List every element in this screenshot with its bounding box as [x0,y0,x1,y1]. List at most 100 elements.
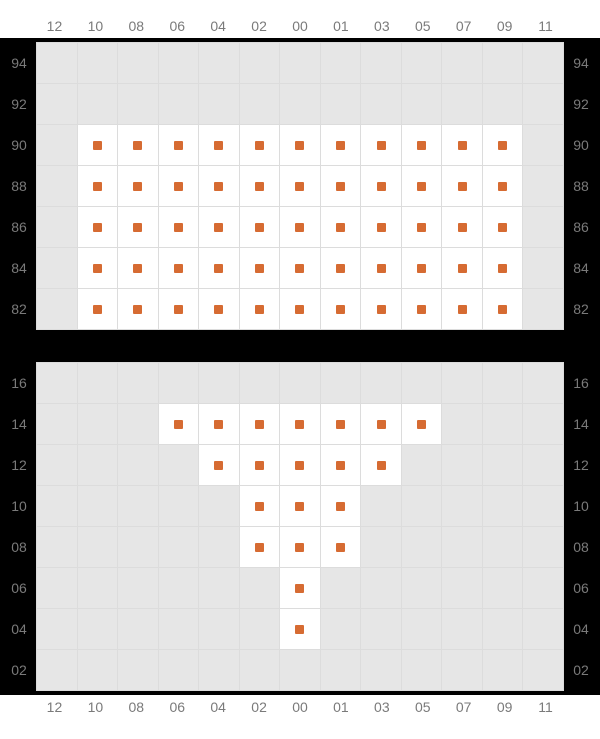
seat[interactable] [442,248,483,289]
seat[interactable] [199,289,240,330]
seat[interactable] [321,527,362,568]
seat[interactable] [240,404,281,445]
seat-marker-icon [214,141,223,150]
seat[interactable] [159,166,200,207]
seat[interactable] [159,207,200,248]
seat-marker-icon [498,264,507,273]
seat[interactable] [199,125,240,166]
seat[interactable] [78,207,119,248]
seat[interactable] [402,207,443,248]
seat[interactable] [78,125,119,166]
seat[interactable] [402,166,443,207]
seat[interactable] [361,248,402,289]
seat[interactable] [118,125,159,166]
seat[interactable] [361,404,402,445]
empty-cell [523,568,564,609]
seat[interactable] [361,289,402,330]
seat[interactable] [402,289,443,330]
seat[interactable] [280,404,321,445]
empty-cell [523,207,564,248]
seat-marker-icon [255,141,264,150]
seat[interactable] [280,609,321,650]
column-label: 12 [34,18,75,34]
seat[interactable] [280,486,321,527]
seat[interactable] [240,289,281,330]
seat[interactable] [159,289,200,330]
seat[interactable] [321,248,362,289]
seat[interactable] [240,166,281,207]
empty-cell [321,84,362,125]
seat[interactable] [321,486,362,527]
seat[interactable] [280,527,321,568]
empty-cell [321,363,362,404]
seat[interactable] [483,125,524,166]
seat[interactable] [199,404,240,445]
seat[interactable] [442,125,483,166]
seat[interactable] [280,166,321,207]
seat[interactable] [118,289,159,330]
seat[interactable] [361,445,402,486]
empty-cell [159,609,200,650]
seat[interactable] [240,207,281,248]
empty-cell [37,568,78,609]
seat[interactable] [118,207,159,248]
seat[interactable] [280,125,321,166]
seat[interactable] [402,404,443,445]
empty-cell [159,43,200,84]
seat[interactable] [321,404,362,445]
seat[interactable] [240,527,281,568]
seat[interactable] [321,166,362,207]
seat-marker-icon [295,141,304,150]
seat[interactable] [199,445,240,486]
empty-cell [523,609,564,650]
seat[interactable] [199,248,240,289]
seat[interactable] [402,125,443,166]
seat[interactable] [159,248,200,289]
seat[interactable] [159,125,200,166]
seat[interactable] [199,166,240,207]
seat[interactable] [280,248,321,289]
seat[interactable] [78,166,119,207]
seat[interactable] [199,207,240,248]
row-label: 86 [564,207,598,248]
seat[interactable] [361,207,402,248]
seat[interactable] [321,207,362,248]
seat[interactable] [483,207,524,248]
seat[interactable] [361,125,402,166]
seat[interactable] [321,445,362,486]
seat-marker-icon [336,502,345,511]
empty-cell [78,486,119,527]
seat[interactable] [240,125,281,166]
seat-marker-icon [174,182,183,191]
empty-cell [321,568,362,609]
seat[interactable] [321,289,362,330]
seat[interactable] [240,445,281,486]
empty-cell [37,43,78,84]
seat[interactable] [483,166,524,207]
seat[interactable] [280,568,321,609]
seat[interactable] [240,486,281,527]
empty-cell [37,527,78,568]
empty-cell [118,486,159,527]
seat[interactable] [483,289,524,330]
seat[interactable] [402,248,443,289]
seat[interactable] [159,404,200,445]
seat[interactable] [78,248,119,289]
empty-cell [483,650,524,691]
seat[interactable] [321,125,362,166]
seat[interactable] [240,248,281,289]
seat-marker-icon [214,461,223,470]
seat[interactable] [442,207,483,248]
seat-marker-icon [498,182,507,191]
seat[interactable] [361,166,402,207]
seat[interactable] [78,289,119,330]
seat[interactable] [280,207,321,248]
column-label: 03 [361,699,402,715]
seat[interactable] [442,166,483,207]
seat[interactable] [483,248,524,289]
seat[interactable] [280,289,321,330]
seat[interactable] [442,289,483,330]
seat[interactable] [280,445,321,486]
seat[interactable] [118,166,159,207]
seat[interactable] [118,248,159,289]
